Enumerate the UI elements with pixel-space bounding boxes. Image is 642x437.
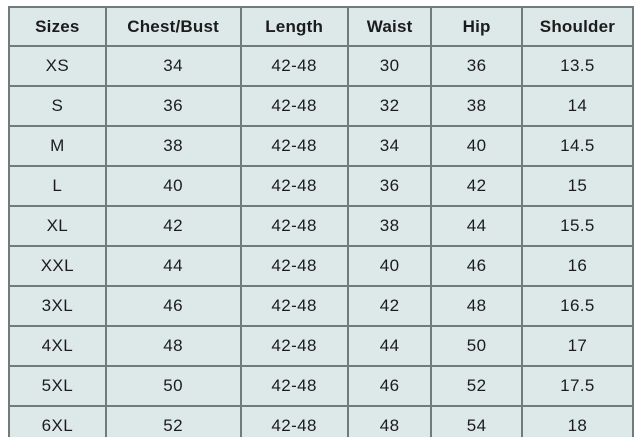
measurement-cell: 42 xyxy=(346,285,433,327)
measurement-cell: 42-48 xyxy=(239,405,349,437)
measurement-cell: 15.5 xyxy=(520,205,635,247)
table-row: XS 34 42-48 30 36 13.5 xyxy=(8,45,635,87)
measurement-cell: 54 xyxy=(430,405,523,437)
size-label-cell: S xyxy=(8,85,107,127)
measurement-cell: 17.5 xyxy=(520,365,635,407)
table-row: 6XL 52 42-48 48 54 18 xyxy=(8,405,635,437)
measurement-cell: 46 xyxy=(430,245,523,287)
measurement-cell: 17 xyxy=(520,325,635,367)
measurement-cell: 14 xyxy=(520,85,635,127)
measurement-cell: 52 xyxy=(430,365,523,407)
measurement-cell: 40 xyxy=(104,165,242,207)
measurement-cell: 50 xyxy=(430,325,523,367)
column-header: Sizes xyxy=(8,6,107,47)
size-label-cell: M xyxy=(8,125,107,167)
table-row: 4XL 48 42-48 44 50 17 xyxy=(8,325,635,367)
column-header: Shoulder xyxy=(520,6,635,47)
measurement-cell: 42-48 xyxy=(239,45,349,87)
measurement-cell: 36 xyxy=(430,45,523,87)
measurement-cell: 36 xyxy=(346,165,433,207)
measurement-cell: 42-48 xyxy=(239,85,349,127)
measurement-cell: 14.5 xyxy=(520,125,635,167)
table-row: XL 42 42-48 38 44 15.5 xyxy=(8,205,635,247)
measurement-cell: 34 xyxy=(346,125,433,167)
column-header: Hip xyxy=(430,6,523,47)
measurement-cell: 36 xyxy=(104,85,242,127)
size-label-cell: 6XL xyxy=(8,405,107,437)
measurement-cell: 18 xyxy=(520,405,635,437)
size-label-cell: XXL xyxy=(8,245,107,287)
measurement-cell: 50 xyxy=(104,365,242,407)
size-label-cell: 5XL xyxy=(8,365,107,407)
column-header: Chest/Bust xyxy=(104,6,242,47)
measurement-cell: 42 xyxy=(430,165,523,207)
measurement-cell: 38 xyxy=(104,125,242,167)
measurement-cell: 15 xyxy=(520,165,635,207)
table-row: 5XL 50 42-48 46 52 17.5 xyxy=(8,365,635,407)
measurement-cell: 40 xyxy=(346,245,433,287)
measurement-cell: 42-48 xyxy=(239,165,349,207)
measurement-cell: 44 xyxy=(104,245,242,287)
size-label-cell: XL xyxy=(8,205,107,247)
measurement-cell: 42 xyxy=(104,205,242,247)
table-body: XS 34 42-48 30 36 13.5 S 36 42-48 32 38 14 M 38 42-48 3… xyxy=(8,45,635,437)
size-label-cell: XS xyxy=(8,45,107,87)
measurement-cell: 38 xyxy=(430,85,523,127)
measurement-cell: 42-48 xyxy=(239,245,349,287)
measurement-cell: 52 xyxy=(104,405,242,437)
measurement-cell: 34 xyxy=(104,45,242,87)
measurement-cell: 40 xyxy=(430,125,523,167)
measurement-cell: 44 xyxy=(346,325,433,367)
measurement-cell: 44 xyxy=(430,205,523,247)
measurement-cell: 16 xyxy=(520,245,635,287)
measurement-cell: 48 xyxy=(346,405,433,437)
size-chart-table: Sizes Chest/Bust Length Waist Hip Shoulder XS… xyxy=(8,6,635,437)
size-label-cell: L xyxy=(8,165,107,207)
table-row: XXL 44 42-48 40 46 16 xyxy=(8,245,635,287)
measurement-cell: 42-48 xyxy=(239,205,349,247)
table-header: Sizes Chest/Bust Length Waist Hip Shoulder xyxy=(8,6,635,47)
size-label-cell: 4XL xyxy=(8,325,107,367)
measurement-cell: 42-48 xyxy=(239,365,349,407)
measurement-cell: 38 xyxy=(346,205,433,247)
measurement-cell: 42-48 xyxy=(239,125,349,167)
measurement-cell: 42-48 xyxy=(239,285,349,327)
header-row: Sizes Chest/Bust Length Waist Hip Shoulder xyxy=(8,6,635,47)
measurement-cell: 46 xyxy=(346,365,433,407)
size-label-cell: 3XL xyxy=(8,285,107,327)
table-row: L 40 42-48 36 42 15 xyxy=(8,165,635,207)
table-row: 3XL 46 42-48 42 48 16.5 xyxy=(8,285,635,327)
table-row: M 38 42-48 34 40 14.5 xyxy=(8,125,635,167)
measurement-cell: 16.5 xyxy=(520,285,635,327)
measurement-cell: 13.5 xyxy=(520,45,635,87)
column-header: Length xyxy=(239,6,349,47)
measurement-cell: 46 xyxy=(104,285,242,327)
measurement-cell: 32 xyxy=(346,85,433,127)
measurement-cell: 30 xyxy=(346,45,433,87)
table-row: S 36 42-48 32 38 14 xyxy=(8,85,635,127)
measurement-cell: 48 xyxy=(430,285,523,327)
measurement-cell: 42-48 xyxy=(239,325,349,367)
measurement-cell: 48 xyxy=(104,325,242,367)
column-header: Waist xyxy=(346,6,433,47)
